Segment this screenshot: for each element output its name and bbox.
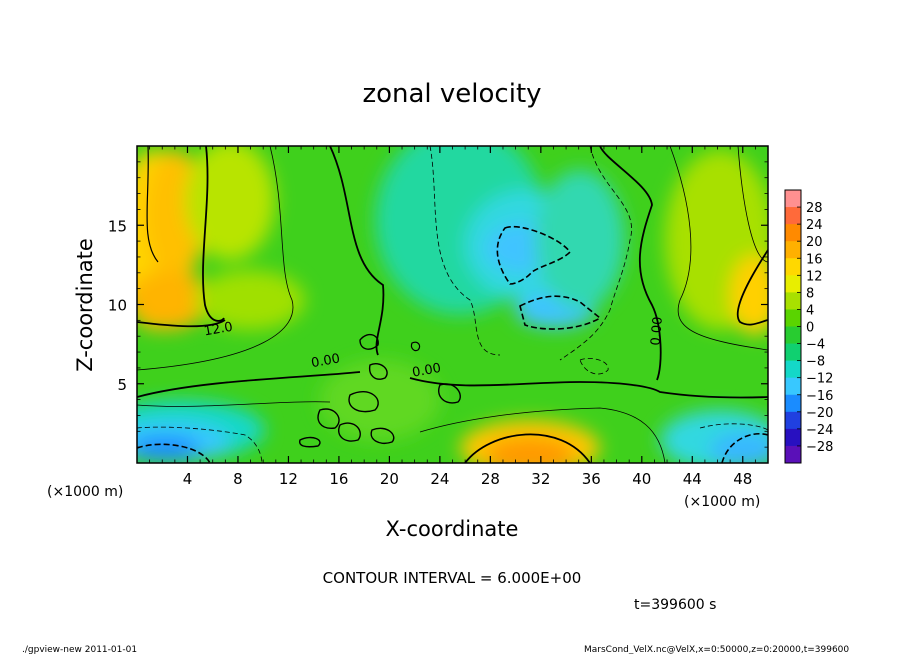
contour-label: 0.00	[649, 316, 666, 346]
colorbar-label: 0	[806, 321, 814, 336]
x-tick-label: 44	[683, 470, 702, 488]
x-tick-label: 12	[279, 470, 298, 488]
colorbar-label: 8	[806, 286, 814, 301]
contour-label: 12.0	[203, 320, 234, 340]
colorbar-label: −20	[806, 406, 833, 421]
y-tick-label: 10	[108, 297, 127, 315]
x-tick-label: 4	[183, 470, 193, 488]
colorbar-swatch	[785, 207, 801, 225]
colorbar-swatch	[785, 190, 801, 208]
x-tick-label: 32	[531, 470, 550, 488]
x-tick-label: 8	[233, 470, 243, 488]
x-tick-label: 24	[430, 470, 449, 488]
colorbar-label: 28	[806, 201, 823, 216]
footer-right: MarsCond_VelX.nc@VelX,x=0:50000,z=0:2000…	[584, 645, 849, 654]
colorbar-label: −24	[806, 423, 833, 438]
contour-labels: 12.0 0.00 0.00 0.00	[203, 316, 666, 381]
colorbar-swatch	[785, 241, 801, 259]
colorbar-swatch	[785, 377, 801, 396]
colorbar-swatch	[785, 343, 801, 362]
y-axis-label: Z-coordinate	[73, 238, 97, 372]
colorbar-label: −12	[806, 372, 833, 387]
colorbar: 28 24 20 16 12 8 4 0 −4 −8 −12 −16 −20 −24 −28	[784, 189, 833, 464]
x-tick-label: 48	[733, 470, 752, 488]
colorbar-swatch	[785, 292, 801, 310]
x-axis-label: X-coordinate	[386, 517, 519, 541]
colorbar-swatch	[785, 275, 801, 293]
footer-left: ./gpview-new 2011-01-01	[22, 645, 137, 654]
colorbar-swatch	[785, 394, 801, 413]
x-tick-label: 20	[380, 470, 399, 488]
colorbar-swatch	[785, 445, 801, 464]
y-tick-label: 5	[117, 376, 127, 394]
contour-label: 0.00	[310, 351, 341, 371]
velocity-field	[137, 146, 768, 463]
colorbar-swatch	[785, 309, 801, 327]
x-tick-label: 16	[329, 470, 348, 488]
x-tick-label: 36	[582, 470, 601, 488]
contour-label: 0.00	[411, 361, 442, 381]
time-stamp: t=399600 s	[634, 597, 716, 613]
colorbar-label: −8	[806, 355, 825, 370]
colorbar-swatch	[785, 326, 801, 344]
colorbar-swatch	[785, 428, 801, 447]
x-tick-label: 28	[481, 470, 500, 488]
colorbar-swatch	[785, 258, 801, 276]
x-unit-left: (×1000 m)	[47, 484, 123, 500]
colorbar-label: −28	[806, 440, 833, 455]
y-tick-label: 15	[108, 217, 127, 235]
contour-lines	[137, 146, 768, 463]
colorbar-swatch	[785, 360, 801, 379]
colorbar-label: 16	[806, 252, 823, 267]
colorbar-swatch	[785, 411, 801, 430]
x-tick-label: 40	[632, 470, 651, 488]
colorbar-label: 12	[806, 269, 823, 284]
chart-title: zonal velocity	[362, 79, 541, 109]
colorbar-label: −4	[806, 338, 825, 353]
x-unit-right: (×1000 m)	[684, 494, 760, 510]
contour-interval-note: CONTOUR INTERVAL = 6.000E+00	[323, 569, 582, 587]
y-axis-ticks: 5 10 15	[108, 161, 768, 448]
colorbar-label: 24	[806, 218, 823, 233]
x-axis-ticks: 4 8 12 16 20 24 28 32 36 40 44 48	[149, 146, 756, 488]
colorbar-swatch	[785, 224, 801, 242]
plot-area: 12.00.00 0.000.00 4 8 12 16 20 24 28 32 36 40 44 48 …	[108, 145, 769, 488]
colorbar-label: 4	[806, 303, 814, 318]
colorbar-label: 20	[806, 235, 823, 250]
colorbar-label: −16	[806, 389, 833, 404]
